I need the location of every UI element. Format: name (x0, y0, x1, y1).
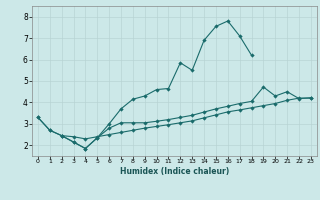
X-axis label: Humidex (Indice chaleur): Humidex (Indice chaleur) (120, 167, 229, 176)
